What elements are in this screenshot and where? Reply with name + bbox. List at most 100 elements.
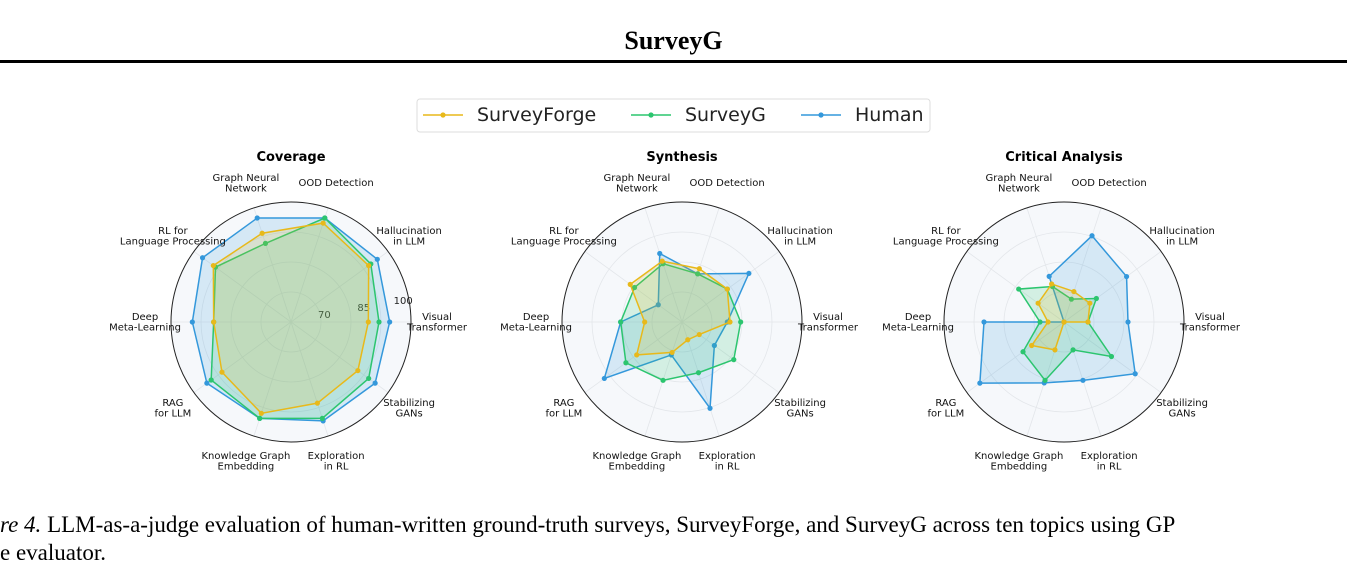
data-point — [1089, 233, 1095, 239]
radar-chart-critical-analysis: OOD Detection Hallucination in LLM Visual Tr… — [882, 150, 1241, 472]
data-point — [254, 215, 260, 221]
legend-frame — [416, 98, 931, 133]
radial-tick-label: 85 — [357, 303, 370, 314]
grid-spoke — [681, 207, 720, 323]
data-point — [659, 258, 665, 264]
data-point — [1108, 353, 1115, 360]
data-point — [642, 319, 648, 325]
category-label: OOD Detection — [690, 178, 765, 189]
data-point — [189, 319, 195, 325]
data-point — [1068, 296, 1075, 302]
header-rule — [0, 60, 1347, 63]
category-label: Knowledge Graph Embedding — [201, 451, 290, 473]
legend-entry-human: Human — [801, 104, 924, 126]
grid-spoke — [253, 207, 292, 323]
grid-spoke — [290, 207, 329, 323]
data-point — [1125, 319, 1131, 325]
data-point — [981, 319, 987, 325]
data-point — [199, 255, 206, 261]
data-point — [1046, 273, 1052, 279]
legend-label: SurveyG — [685, 104, 766, 126]
series-human — [977, 233, 1138, 386]
data-point — [618, 319, 624, 325]
category-label: Deep Meta-Learning — [109, 312, 181, 334]
category-label: Hallucination in LLM — [376, 226, 441, 248]
data-point — [372, 380, 378, 386]
data-point — [738, 319, 744, 325]
data-point — [1052, 347, 1058, 353]
category-label: RL for Language Processing — [893, 226, 999, 248]
data-point — [1085, 319, 1091, 325]
category-label: Knowledge Graph Embedding — [974, 451, 1063, 473]
chart-title: Synthesis — [646, 150, 718, 165]
outer-frame — [561, 201, 803, 443]
data-point — [1016, 286, 1022, 292]
data-point — [204, 380, 210, 386]
legend-entry-surveyforge: SurveyForge — [423, 104, 596, 126]
grid-spoke — [966, 251, 1065, 323]
data-point — [1093, 295, 1099, 302]
grid-spoke — [966, 321, 1065, 393]
data-point — [366, 262, 372, 269]
category-label: RL for Language Processing — [511, 226, 617, 248]
data-point — [655, 302, 661, 308]
category-label: OOD Detection — [1072, 178, 1147, 189]
data-point — [1132, 371, 1138, 377]
caption-label: re 4. — [0, 512, 42, 537]
data-point — [1049, 281, 1055, 287]
caption-line2: e evaluator. — [0, 539, 1347, 567]
category-label: Visual Transformer — [797, 312, 859, 334]
data-point — [1029, 342, 1035, 349]
outer-frame — [943, 201, 1185, 443]
data-point — [219, 369, 225, 375]
data-point — [634, 352, 640, 358]
category-label: Graph Neural Network — [212, 173, 279, 195]
data-point — [696, 266, 702, 272]
category-label: Exploration in RL — [1081, 451, 1138, 473]
data-point — [1070, 347, 1076, 353]
data-point — [727, 319, 733, 325]
category-label: Deep Meta-Learning — [882, 312, 954, 334]
outer-frame — [170, 201, 412, 443]
data-point — [627, 281, 633, 287]
legend-marker — [440, 112, 446, 118]
category-label: RAG for LLM — [928, 398, 965, 420]
data-point — [1080, 377, 1086, 383]
data-point — [258, 410, 264, 416]
legend-entry-surveyg: SurveyG — [631, 104, 766, 126]
legend-label: Human — [855, 104, 924, 126]
category-label: Graph Neural Network — [985, 173, 1052, 195]
data-point — [374, 256, 380, 262]
data-point — [1071, 288, 1077, 295]
data-point — [669, 349, 675, 356]
legend-label: SurveyForge — [477, 104, 596, 126]
radial-tick-label: 100 — [394, 296, 413, 307]
data-point — [322, 215, 328, 221]
data-point — [711, 342, 717, 349]
data-point — [376, 319, 382, 325]
category-label: Exploration in RL — [308, 451, 365, 473]
radial-tick-label: 70 — [318, 310, 331, 321]
grid-spoke — [193, 251, 292, 323]
grid-spoke — [1063, 251, 1162, 323]
radar-chart-synthesis: OOD Detection Hallucination in LLM Visual Tr… — [500, 150, 859, 472]
category-label: RAG for LLM — [546, 398, 583, 420]
category-label: Stabilizing GANs — [383, 398, 435, 420]
data-point — [366, 375, 372, 382]
data-point — [696, 331, 702, 338]
series-surveyforge — [1029, 281, 1093, 353]
data-point — [320, 220, 326, 226]
data-point — [623, 360, 629, 366]
series-surveyforge — [627, 258, 733, 358]
data-point — [1045, 319, 1051, 325]
data-point — [1020, 349, 1026, 355]
page-header-title: SurveyG — [624, 26, 723, 55]
radar-chart-coverage: 70 85 100 OOD Detection Hallucination in LLM V… — [109, 150, 468, 472]
data-point — [1123, 273, 1130, 280]
data-point — [631, 284, 638, 291]
category-label: Stabilizing GANs — [1156, 398, 1208, 420]
data-point — [695, 370, 702, 376]
chart-title: Critical Analysis — [1005, 150, 1123, 165]
data-point — [1061, 319, 1067, 325]
data-point — [365, 319, 371, 325]
